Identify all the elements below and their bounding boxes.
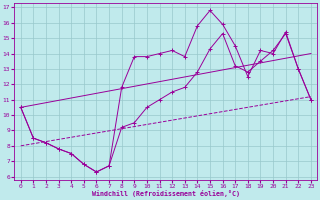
- X-axis label: Windchill (Refroidissement éolien,°C): Windchill (Refroidissement éolien,°C): [92, 190, 240, 197]
